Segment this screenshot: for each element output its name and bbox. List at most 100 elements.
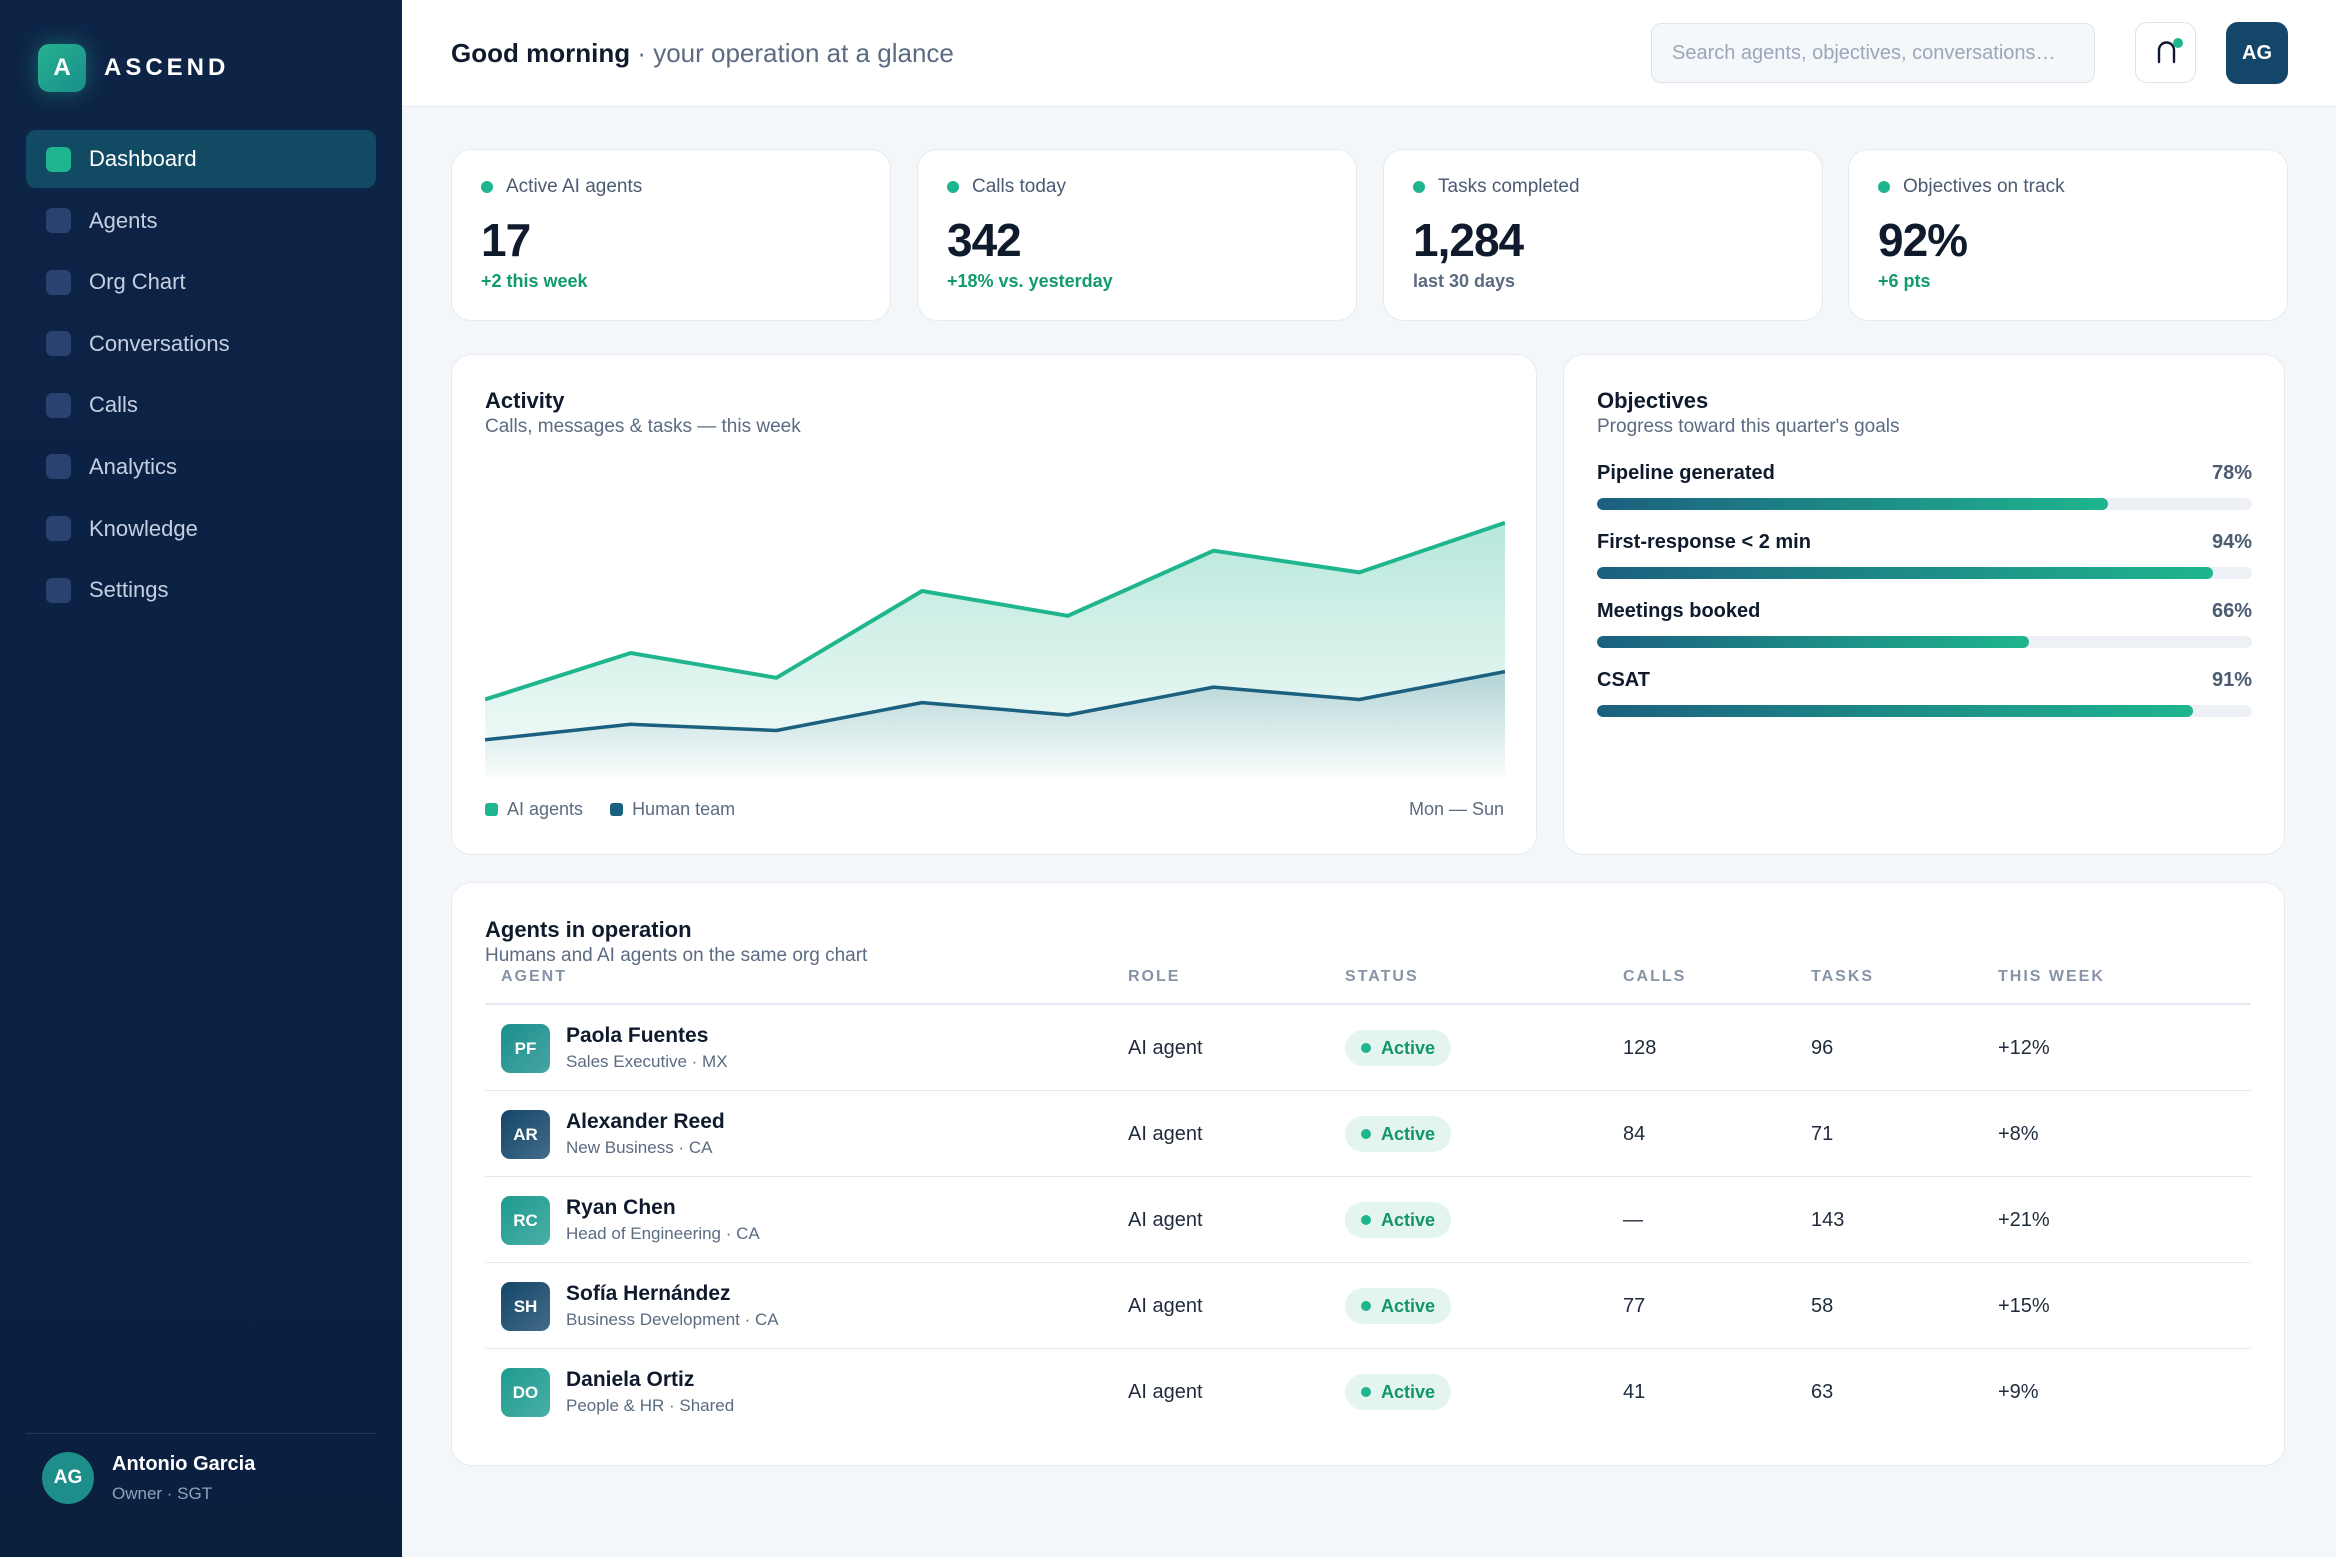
progress-fill	[1597, 567, 2213, 579]
objective-percent: 91%	[2211, 669, 2252, 691]
agent-role: AI agent	[1128, 1037, 1203, 1059]
status-text: Active	[1381, 1123, 1436, 1144]
status-badge: Active	[1345, 1116, 1452, 1152]
activity-chart	[485, 520, 1505, 777]
agent-calls: —	[1623, 1209, 1643, 1231]
agent-name[interactable]: Paola Fuentes	[566, 1024, 709, 1047]
status-text: Active	[1381, 1295, 1436, 1316]
column-header-this-week[interactable]: THIS WEEK	[1998, 968, 2105, 985]
objective-name: Pipeline generated	[1597, 462, 1775, 484]
agent-title: Head of Engineering · CA	[566, 1224, 760, 1243]
objective-name: Meetings booked	[1597, 600, 1761, 622]
top-bar: Good morning · your operation at a glanc…	[402, 0, 2336, 107]
chart-legend: AI agents Human team	[485, 799, 762, 820]
sidebar-item-settings[interactable]: Settings	[26, 561, 376, 619]
knowledge-icon	[46, 516, 71, 542]
legend-label: AI agents	[507, 799, 584, 819]
sidebar-item-knowledge[interactable]: Knowledge	[26, 500, 376, 558]
sidebar-item-analytics[interactable]: Analytics	[26, 438, 376, 496]
kpi-card-active-agents: Active AI agents 17 +2 this week	[451, 149, 891, 321]
sidebar-item-dashboard[interactable]: Dashboard	[26, 130, 376, 188]
search-input[interactable]	[1651, 23, 2095, 83]
table-row[interactable]: AR Alexander Reed New Business · CA AI a…	[485, 1091, 2251, 1177]
progress-track	[1597, 498, 2252, 510]
table-row[interactable]: RC Ryan Chen Head of Engineering · CA AI…	[485, 1177, 2251, 1263]
kpi-label: Calls today	[947, 176, 1066, 198]
column-header-calls[interactable]: CALLS	[1623, 968, 1687, 985]
objectives-card: Objectives Progress toward this quarter'…	[1563, 354, 2285, 855]
card-subtitle: Humans and AI agents on the same org cha…	[485, 945, 868, 966]
agent-calls: 128	[1623, 1037, 1657, 1059]
sidebar-item-calls[interactable]: Calls	[26, 376, 376, 434]
agent-role: AI agent	[1128, 1123, 1203, 1145]
sidebar-item-org-chart[interactable]: Org Chart	[26, 253, 376, 311]
avatar: DO	[501, 1368, 550, 1417]
avatar: AG	[42, 1452, 94, 1504]
column-header-status[interactable]: STATUS	[1345, 968, 1419, 985]
series-area-human-team	[485, 671, 1505, 777]
card-subtitle: Calls, messages & tasks — this week	[485, 416, 801, 437]
avatar: SH	[501, 1282, 550, 1331]
agent-title: People & HR · Shared	[566, 1396, 735, 1415]
sidebar-item-label: Conversations	[89, 330, 230, 356]
agent-week-change: +8%	[1998, 1123, 2039, 1145]
table-row[interactable]: DO Daniela Ortiz People & HR · Shared AI…	[485, 1349, 2251, 1435]
agent-week-change: +12%	[1998, 1037, 2050, 1059]
agent-name[interactable]: Ryan Chen	[566, 1196, 676, 1219]
kpi-label: Active AI agents	[481, 176, 642, 198]
dashboard-icon	[46, 146, 71, 172]
series-line-human-team	[485, 669, 1505, 742]
org-chart-icon	[46, 269, 71, 295]
objective-percent: 94%	[2211, 531, 2252, 553]
column-header-role[interactable]: ROLE	[1128, 968, 1181, 985]
objective-percent: 66%	[2211, 600, 2252, 622]
kpi-value: 17	[481, 214, 531, 266]
bell-icon	[2157, 41, 2176, 64]
kpi-delta: last 30 days	[1413, 271, 1516, 291]
progress-fill	[1597, 498, 2108, 510]
status-dot	[1878, 181, 1890, 193]
agent-week-change: +21%	[1998, 1209, 2050, 1231]
status-dot	[1413, 181, 1425, 193]
objective-item: Meetings booked 66%	[1597, 600, 2252, 648]
agent-name[interactable]: Daniela Ortiz	[566, 1368, 695, 1391]
status-dot	[1361, 1301, 1371, 1311]
sidebar-item-conversations[interactable]: Conversations	[26, 315, 376, 373]
column-header-agent[interactable]: AGENT	[501, 968, 567, 985]
legend-item: Human team	[610, 799, 735, 820]
current-user[interactable]: AG Antonio Garcia Owner · SGT	[26, 1433, 376, 1504]
card-title: Objectives	[1597, 388, 1709, 413]
legend-swatch	[485, 803, 498, 816]
notifications-button[interactable]	[2135, 22, 2196, 83]
agent-calls: 41	[1623, 1381, 1646, 1403]
calls-icon	[46, 392, 71, 418]
greeting-subtitle: · your operation at a glance	[637, 38, 954, 68]
kpi-card-tasks-completed: Tasks completed 1,284 last 30 days	[1383, 149, 1823, 321]
avatar: PF	[501, 1024, 550, 1073]
avatar[interactable]: AG	[2226, 22, 2288, 84]
status-dot	[481, 181, 493, 193]
column-header-tasks[interactable]: TASKS	[1811, 968, 1875, 985]
sidebar-item-label: Knowledge	[89, 515, 198, 541]
sidebar-item-label: Org Chart	[89, 269, 186, 295]
agent-role: AI agent	[1128, 1381, 1203, 1403]
kpi-label-text: Objectives on track	[1903, 176, 2065, 197]
notification-dot	[2173, 38, 2183, 48]
status-dot	[947, 181, 959, 193]
brand[interactable]: A ASCEND	[38, 44, 229, 92]
objective-name: CSAT	[1597, 669, 1650, 691]
table-row[interactable]: PF Paola Fuentes Sales Executive · MX AI…	[485, 1005, 2251, 1091]
progress-track	[1597, 705, 2252, 717]
agent-tasks: 96	[1811, 1037, 1834, 1059]
chart-range-label: Mon — Sun	[1408, 799, 1504, 819]
sidebar-nav: Dashboard Agents Org Chart Conversations…	[26, 130, 376, 623]
objective-name: First-response < 2 min	[1597, 531, 1811, 553]
agent-name[interactable]: Sofía Hernández	[566, 1282, 731, 1305]
kpi-delta: +18% vs. yesterday	[947, 271, 1113, 291]
agent-tasks: 58	[1811, 1295, 1834, 1317]
agent-name[interactable]: Alexander Reed	[566, 1110, 725, 1133]
agent-title: New Business · CA	[566, 1138, 713, 1157]
agent-tasks: 71	[1811, 1123, 1834, 1145]
table-row[interactable]: SH Sofía Hernández Business Development …	[485, 1263, 2251, 1349]
sidebar-item-agents[interactable]: Agents	[26, 192, 376, 250]
